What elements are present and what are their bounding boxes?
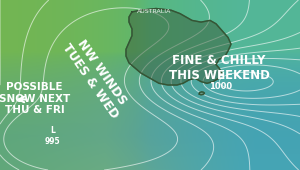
Text: FINE & CHILLY
THIS WEEKEND: FINE & CHILLY THIS WEEKEND <box>169 54 269 82</box>
Polygon shape <box>126 8 231 85</box>
Text: AUSTRALIA: AUSTRALIA <box>137 9 172 14</box>
Text: POSSIBLE
SNOW NEXT
THU & FRI: POSSIBLE SNOW NEXT THU & FRI <box>0 82 70 115</box>
Text: L
995: L 995 <box>45 126 60 146</box>
Polygon shape <box>199 92 205 95</box>
Text: H
1000: H 1000 <box>209 72 232 91</box>
Text: NW WINDS
TUES & WED: NW WINDS TUES & WED <box>59 32 133 121</box>
